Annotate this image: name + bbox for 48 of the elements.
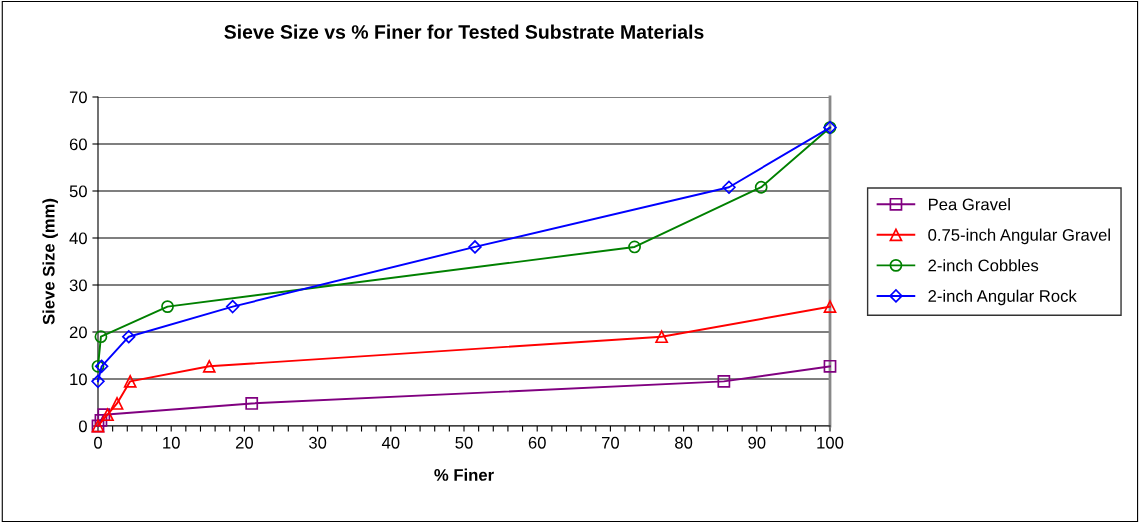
point: [245, 397, 259, 410]
point: [94, 413, 108, 427]
x-tick-label: 10: [163, 436, 180, 449]
x-tick-label: 30: [308, 436, 327, 449]
x-tick-label: 60: [528, 436, 546, 449]
y-tick-label: 20: [69, 326, 87, 339]
y-tick-label: 30: [69, 279, 87, 292]
point: [110, 397, 124, 410]
x-tick-label: 20: [235, 436, 254, 449]
x-axis-title: % Finer: [434, 468, 494, 481]
x-tick-label: 40: [381, 436, 400, 449]
point: [823, 300, 837, 314]
y-tick-label: 0: [78, 420, 87, 433]
point: [468, 240, 482, 254]
point: [754, 180, 768, 194]
point: [717, 374, 731, 388]
legend-label: Pea Gravel: [928, 198, 1010, 211]
point: [123, 374, 137, 388]
y-tick-label: 70: [69, 91, 87, 104]
point: [161, 300, 174, 314]
legend-label: 0.75-inch Angular Gravel: [928, 228, 1110, 245]
point: [94, 330, 108, 344]
x-tick-label: 100: [817, 436, 844, 449]
y-tick-label: 50: [69, 185, 87, 198]
point: [823, 359, 837, 373]
point: [91, 374, 105, 389]
y-axis-title: Sieve Size (mm): [42, 198, 58, 325]
x-tick-label: 90: [748, 436, 766, 449]
chart-title: Sieve Size vs % Finer for Tested Substrate Materials: [224, 24, 704, 39]
point: [91, 359, 105, 373]
x-tick-label: 80: [675, 436, 693, 449]
point: [94, 359, 109, 374]
y-tick-label: 40: [69, 232, 87, 245]
y-tick-label: 60: [69, 138, 87, 151]
x-tick-label: 70: [601, 436, 620, 449]
point: [225, 299, 240, 314]
y-tick-label: 10: [70, 373, 87, 386]
point: [628, 240, 641, 254]
x-tick-label: 0: [94, 436, 102, 449]
point: [97, 408, 111, 422]
point: [655, 330, 669, 344]
legend-label: 2-inch Cobbles: [928, 259, 1039, 272]
legend-label: 2-inch Angular Rock: [928, 289, 1077, 306]
x-tick-label: 50: [455, 436, 473, 449]
point: [122, 329, 136, 344]
point: [202, 359, 216, 373]
point: [101, 408, 114, 422]
point: [722, 180, 736, 194]
